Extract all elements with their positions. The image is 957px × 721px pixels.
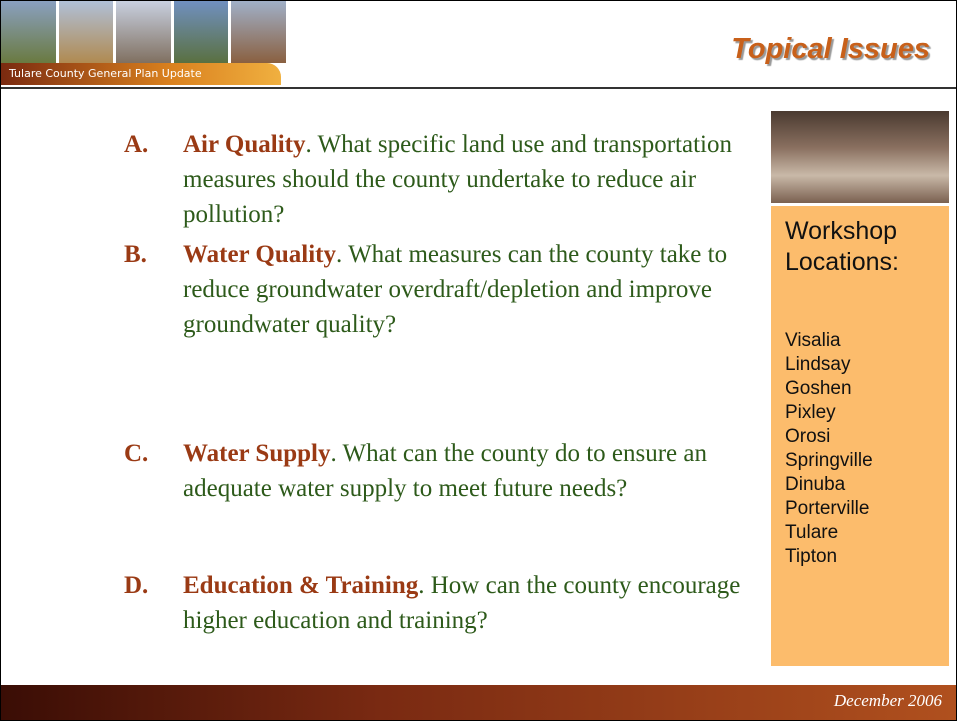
issue: C.Water Supply. What can the county do t… [124, 436, 744, 506]
location: Pixley [785, 401, 949, 425]
issue-body: Air Quality. What specific land use and … [183, 127, 744, 232]
issue: D.Education & Training. How can the coun… [124, 568, 744, 638]
issue-heading: Water Supply [183, 440, 331, 467]
issue: B.Water Quality. What measures can the c… [124, 237, 744, 342]
issue-body: Water Quality. What measures can the cou… [183, 237, 744, 342]
header-photos [1, 1, 286, 63]
workshop-photo [771, 111, 949, 203]
footer-date: December 2006 [834, 691, 942, 711]
location: Springville [785, 449, 949, 473]
slide: Tulare County General Plan Update Topica… [0, 0, 957, 721]
issue-marker: C. [124, 436, 183, 506]
issue-body: Education & Training. How can the county… [183, 568, 744, 638]
location: Goshen [785, 377, 949, 401]
location: Dinuba [785, 473, 949, 497]
location: Porterville [785, 497, 949, 521]
issue-heading: Water Quality [183, 241, 336, 268]
location: Visalia [785, 329, 949, 353]
issue-marker: B. [124, 237, 183, 342]
banner-label: Tulare County General Plan Update [1, 63, 281, 85]
location: Tulare [785, 521, 949, 545]
issue-marker: A. [124, 127, 183, 232]
issue-body: Water Supply. What can the county do to … [183, 436, 744, 506]
location: Lindsay [785, 353, 949, 377]
issue-marker: D. [124, 568, 183, 638]
header-rule [1, 87, 956, 89]
location: Orosi [785, 425, 949, 449]
slide-title: Topical Issues [731, 33, 930, 66]
issue-heading: Air Quality [183, 131, 305, 158]
sidebar-heading: Workshop Locations: [785, 216, 925, 278]
footer-bar [1, 685, 956, 720]
issue-heading: Education & Training [183, 572, 418, 599]
location: Tipton [785, 545, 949, 569]
issue: A.Air Quality. What specific land use an… [124, 127, 744, 232]
